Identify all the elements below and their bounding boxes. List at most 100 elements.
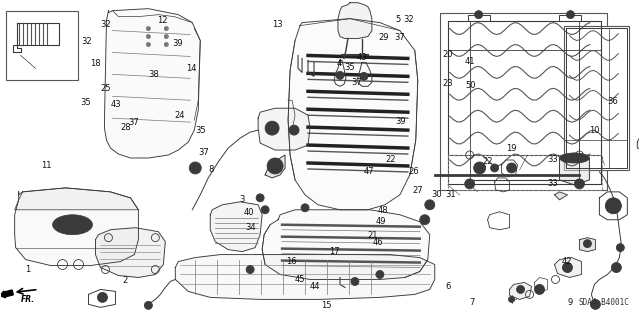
Ellipse shape (559, 153, 589, 163)
Text: 32: 32 (81, 38, 92, 47)
Text: 37: 37 (128, 118, 139, 128)
Circle shape (267, 158, 283, 174)
Circle shape (292, 128, 296, 132)
Text: 4: 4 (337, 59, 342, 68)
Circle shape (575, 179, 584, 189)
Polygon shape (559, 153, 589, 185)
Text: 33: 33 (548, 179, 559, 188)
Text: 37: 37 (198, 148, 209, 157)
Polygon shape (509, 282, 532, 300)
Text: 11: 11 (42, 161, 52, 170)
Circle shape (566, 11, 575, 19)
Circle shape (246, 265, 254, 273)
Text: 10: 10 (589, 126, 600, 135)
Circle shape (376, 271, 384, 278)
Circle shape (474, 162, 486, 174)
Text: 5: 5 (396, 15, 401, 24)
Polygon shape (554, 192, 568, 200)
Text: 16: 16 (286, 257, 296, 266)
Text: 3: 3 (239, 195, 244, 204)
Bar (564, 26, 629, 170)
Text: 8: 8 (209, 165, 214, 174)
Text: 27: 27 (412, 186, 423, 195)
Text: 38: 38 (148, 70, 159, 79)
Circle shape (265, 121, 279, 135)
Text: 49: 49 (376, 217, 386, 226)
Circle shape (611, 203, 616, 209)
Circle shape (353, 279, 357, 284)
Text: 28: 28 (120, 122, 131, 132)
Polygon shape (262, 210, 430, 279)
Circle shape (145, 301, 152, 309)
Text: 19: 19 (506, 144, 517, 153)
Circle shape (147, 34, 150, 39)
Polygon shape (210, 202, 262, 252)
Text: 42: 42 (562, 257, 572, 266)
Polygon shape (288, 19, 418, 210)
Text: 34: 34 (246, 223, 257, 232)
Circle shape (271, 162, 279, 170)
Text: 22: 22 (385, 155, 396, 164)
FancyArrow shape (0, 290, 13, 298)
Circle shape (256, 194, 264, 202)
Text: 35: 35 (195, 126, 206, 135)
Polygon shape (554, 257, 581, 278)
Text: 50: 50 (465, 81, 476, 90)
Circle shape (303, 206, 307, 210)
Text: 7: 7 (469, 298, 475, 307)
Circle shape (516, 286, 525, 293)
Polygon shape (265, 155, 285, 178)
Circle shape (189, 162, 201, 174)
Circle shape (351, 278, 359, 286)
Circle shape (534, 285, 545, 294)
Text: 20: 20 (442, 49, 453, 59)
Circle shape (263, 208, 267, 212)
Text: 22: 22 (482, 157, 493, 166)
Text: 26: 26 (408, 167, 419, 176)
Polygon shape (579, 238, 595, 252)
Circle shape (261, 206, 269, 214)
Circle shape (611, 263, 621, 272)
Text: 39: 39 (172, 39, 183, 48)
Text: 45: 45 (294, 275, 305, 284)
Text: 29: 29 (379, 33, 389, 42)
Circle shape (584, 240, 591, 248)
Bar (440, 13, 607, 190)
Text: 32: 32 (403, 15, 413, 24)
Text: 46: 46 (372, 238, 383, 247)
Text: 13: 13 (272, 20, 282, 29)
Circle shape (164, 42, 168, 47)
Text: 25: 25 (101, 85, 111, 93)
Text: 32: 32 (100, 20, 111, 29)
Polygon shape (15, 188, 138, 210)
Text: 30: 30 (431, 190, 442, 199)
Text: 17: 17 (329, 247, 339, 256)
Text: 2: 2 (123, 276, 128, 285)
Text: 48: 48 (377, 206, 388, 215)
Text: 37: 37 (351, 78, 362, 87)
Text: SDA4-B4001C: SDA4-B4001C (579, 298, 629, 307)
Text: 35: 35 (345, 63, 355, 72)
Text: 40: 40 (243, 208, 253, 217)
Text: 36: 36 (607, 97, 618, 106)
Circle shape (563, 263, 572, 272)
Text: 21: 21 (368, 231, 378, 240)
Circle shape (591, 300, 600, 309)
Text: 47: 47 (364, 167, 374, 176)
Circle shape (428, 203, 432, 207)
Circle shape (605, 198, 621, 214)
Circle shape (248, 268, 252, 271)
Text: 35: 35 (80, 98, 91, 107)
Polygon shape (338, 3, 372, 39)
Text: 39: 39 (396, 117, 406, 126)
Circle shape (164, 34, 168, 39)
Circle shape (258, 196, 262, 200)
Polygon shape (95, 228, 165, 278)
Text: 23: 23 (442, 79, 453, 88)
Circle shape (491, 164, 499, 172)
Circle shape (425, 200, 435, 210)
Circle shape (301, 204, 309, 212)
Polygon shape (104, 9, 200, 158)
Circle shape (289, 125, 299, 135)
Text: 9: 9 (568, 298, 573, 307)
